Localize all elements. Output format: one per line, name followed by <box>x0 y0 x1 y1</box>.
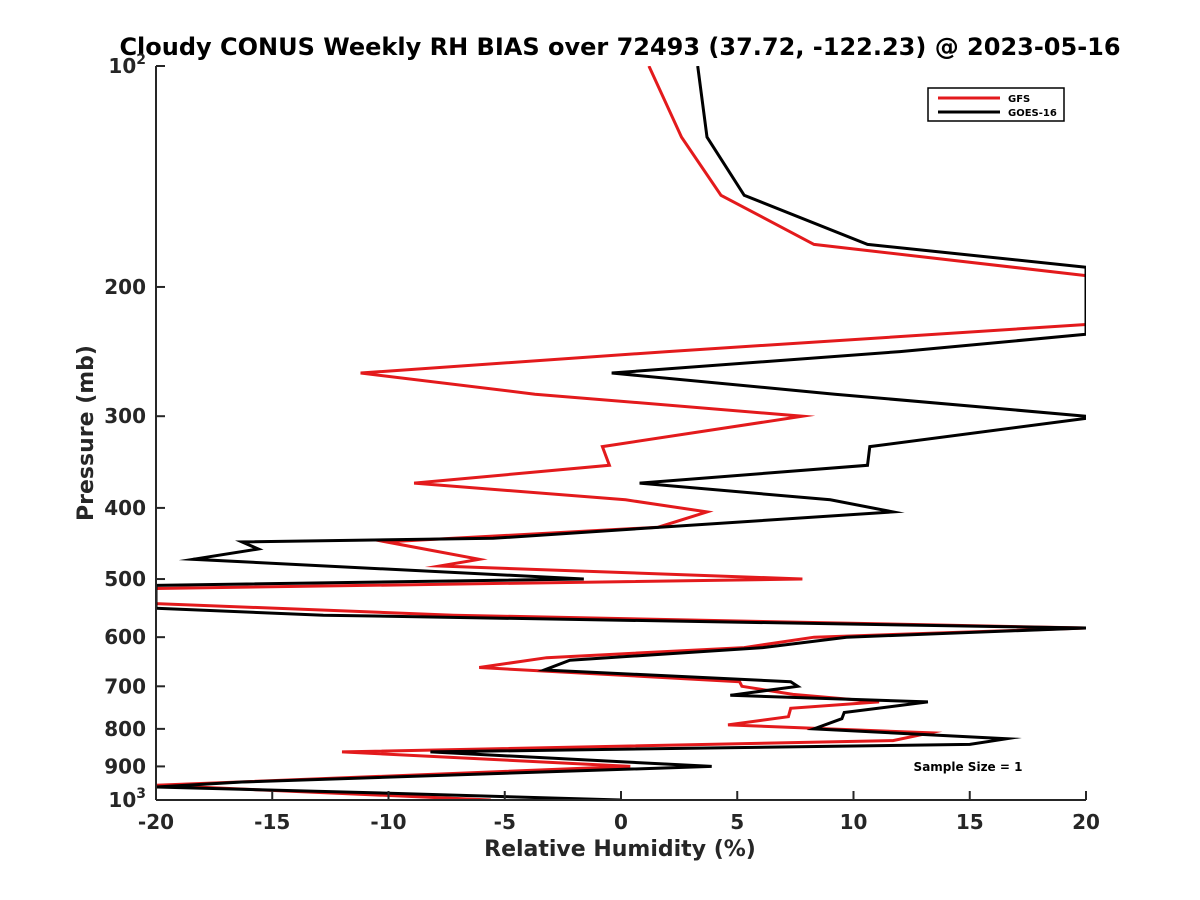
y-axis-label: Pressure (mb) <box>74 345 99 521</box>
x-axis-label: Relative Humidity (%) <box>484 837 756 862</box>
series-line-gfs <box>156 66 1086 800</box>
plot-area <box>155 66 1086 801</box>
sample-size-annotation: Sample Size = 1 <box>914 760 1023 774</box>
x-tick-label: -20 <box>138 810 174 834</box>
y-tick-label: 900 <box>104 754 146 778</box>
chart-title: Cloudy CONUS Weekly RH BIAS over 72493 (… <box>119 33 1120 61</box>
series-line-goes-16 <box>156 66 1086 800</box>
y-tick-label: 800 <box>104 717 146 741</box>
y-tick-label: 200 <box>104 275 146 299</box>
y-tick-label: 102 <box>108 52 146 78</box>
y-tick-label: 700 <box>104 674 146 698</box>
legend-box <box>927 87 1065 122</box>
legend: GFS GOES-16 <box>927 87 1065 122</box>
y-tick-label: 300 <box>104 404 146 428</box>
x-tick-label: 0 <box>614 810 628 834</box>
x-tick-label: 15 <box>956 810 984 834</box>
x-tick-label: 10 <box>840 810 868 834</box>
series-lines <box>156 66 1086 800</box>
legend-label-goes-16: GOES-16 <box>1008 108 1057 119</box>
x-tick-label: -10 <box>370 810 406 834</box>
y-axis-ticks: 102 200 300 400 500 600 700 800 900 103 <box>104 52 165 812</box>
x-tick-label: -5 <box>494 810 516 834</box>
x-axis-ticks: -20 -15 -10 -5 0 5 10 15 20 <box>138 791 1100 834</box>
y-tick-label: 600 <box>104 625 146 649</box>
y-tick-label: 400 <box>104 496 146 520</box>
y-tick-label: 103 <box>108 786 146 812</box>
x-tick-label: 20 <box>1072 810 1100 834</box>
x-tick-label: 5 <box>730 810 744 834</box>
legend-label-gfs: GFS <box>1008 94 1030 105</box>
y-tick-label: 500 <box>104 567 146 591</box>
x-tick-label: -15 <box>254 810 290 834</box>
